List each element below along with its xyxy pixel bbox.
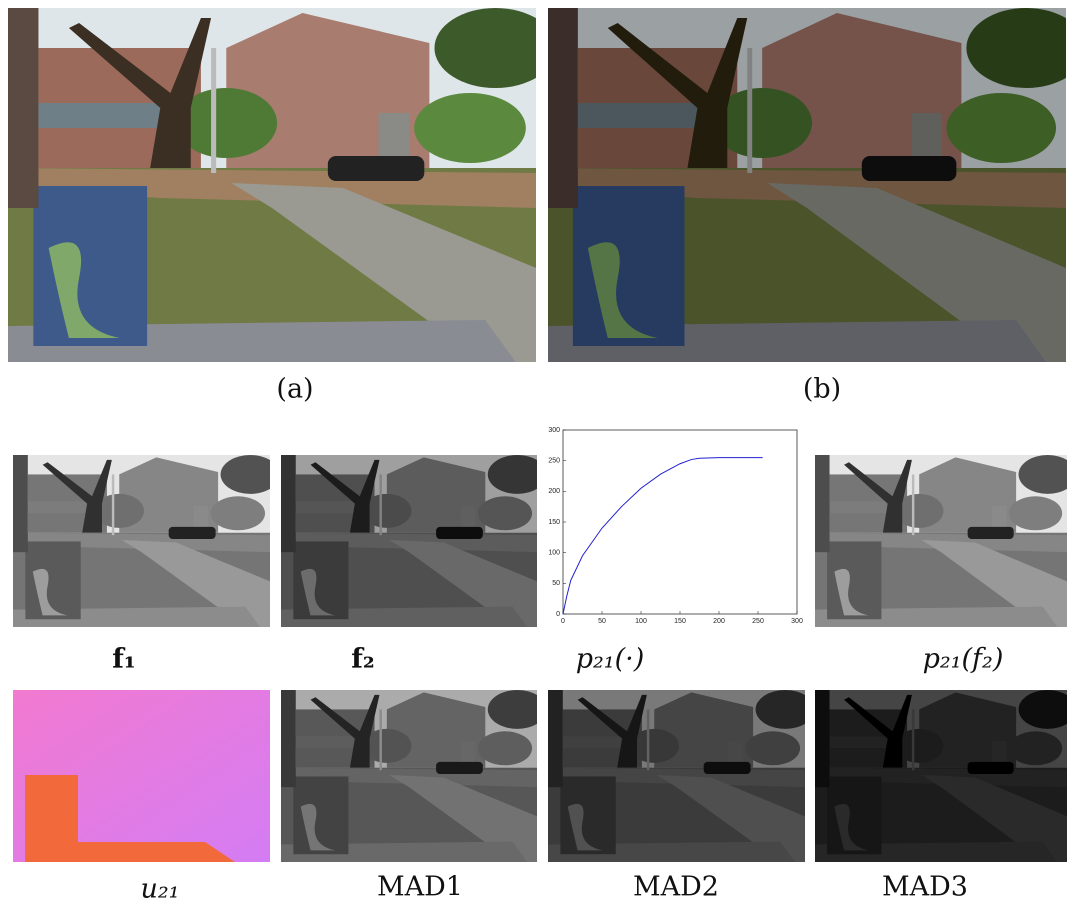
x-tick-label: 50: [598, 618, 606, 625]
x-tick-label: 200: [713, 618, 725, 625]
image-p21-f2: [815, 455, 1068, 627]
x-tick-label: 250: [752, 618, 764, 625]
y-tick-label: 200: [548, 488, 560, 495]
caption: f₁: [112, 644, 135, 675]
image-f1: [13, 455, 280, 627]
caption: MAD2: [633, 872, 719, 903]
caption: MAD1: [377, 872, 463, 903]
caption: MAD3: [882, 872, 968, 903]
caption: (a): [276, 374, 313, 405]
caption: p₂₁(·): [576, 644, 645, 675]
y-tick-label: 0: [556, 611, 560, 618]
plot-background: [548, 424, 805, 629]
figure: (a) (b) f₁ f₂ p₂₁(·) p₂₁(f₂) u₂₁ MAD1 MA…: [0, 0, 1068, 907]
y-tick-label: 150: [548, 519, 560, 526]
photo-a: [8, 8, 556, 362]
y-tick-label: 300: [548, 427, 560, 434]
x-tick-label: 300: [791, 618, 803, 625]
image-f2: [281, 455, 547, 627]
caption: u₂₁: [140, 874, 179, 905]
caption: (b): [803, 374, 841, 405]
x-tick-label: 100: [635, 618, 647, 625]
x-tick-label: 150: [674, 618, 686, 625]
x-tick-label: 0: [561, 618, 565, 625]
caption: f₂: [351, 644, 374, 675]
image-mad2: [548, 690, 815, 862]
caption: p₂₁(f₂): [923, 644, 1004, 675]
y-tick-label: 100: [548, 550, 560, 557]
image-mad3: [815, 690, 1068, 862]
image-mad1: [281, 690, 547, 862]
y-tick-label: 250: [548, 458, 560, 465]
photo-b: [548, 8, 1068, 362]
y-tick-label: 50: [552, 580, 560, 587]
